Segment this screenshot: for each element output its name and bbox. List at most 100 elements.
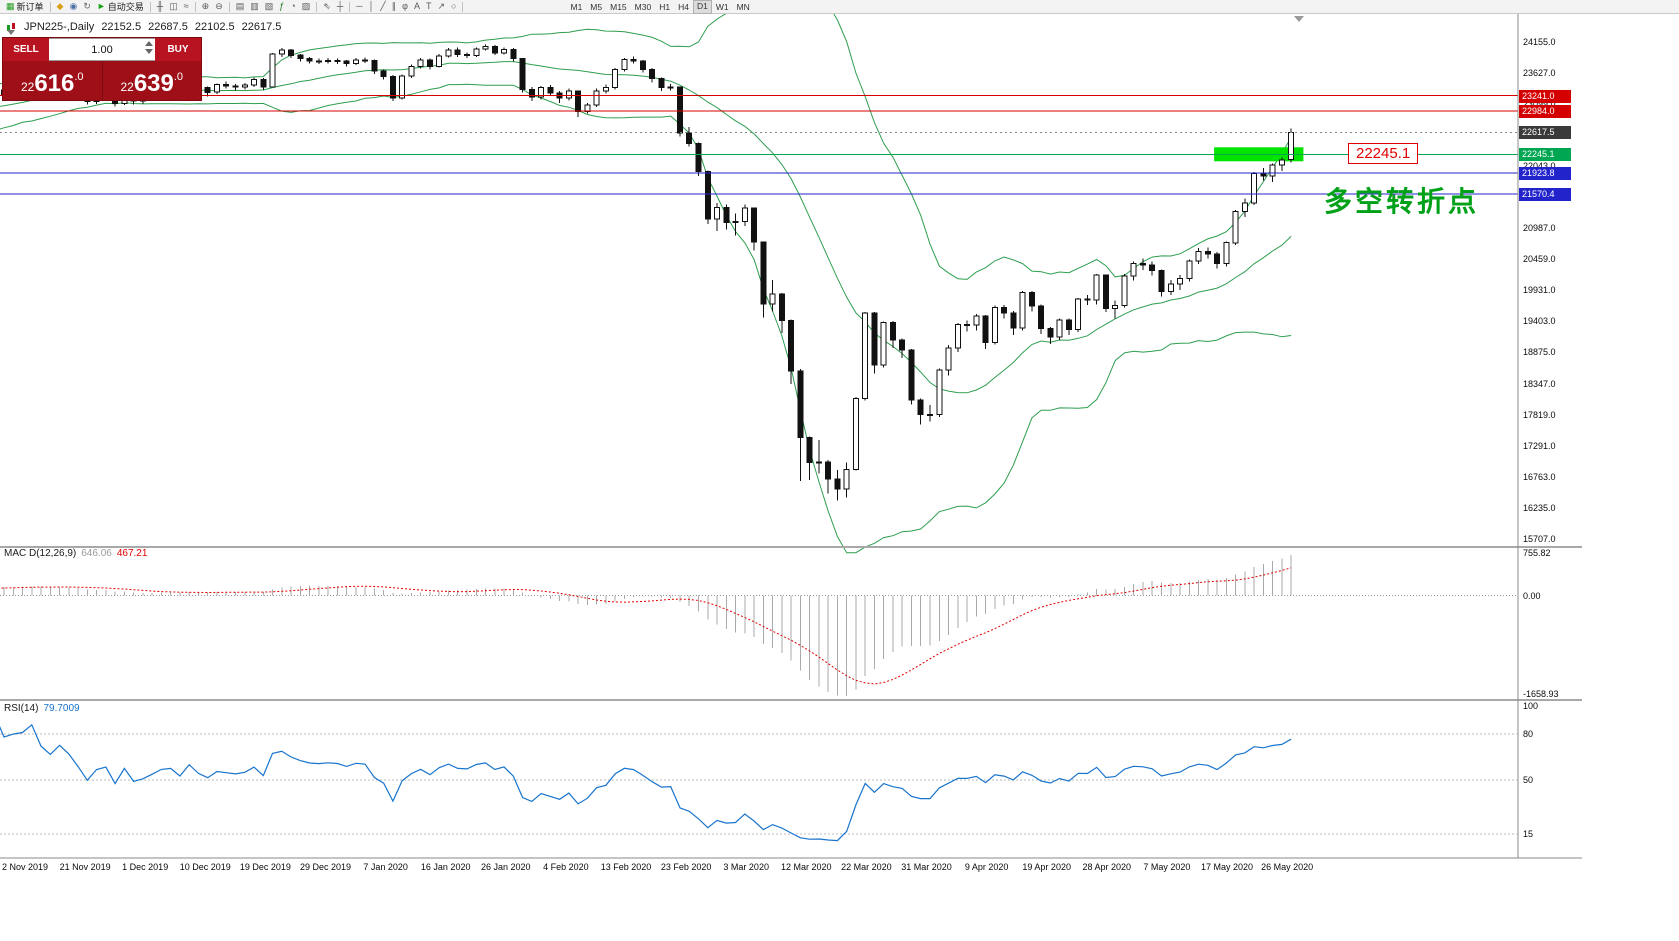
rsi-label: RSI(14) 79.7009 — [4, 703, 80, 714]
trade-panel-collapse-icon[interactable] — [7, 30, 15, 35]
volume-up-icon[interactable] — [145, 41, 153, 46]
text-icon-glyph: A — [413, 1, 420, 11]
sell-price[interactable]: 22 616.0 — [20, 70, 84, 97]
date-label: 9 Apr 2020 — [964, 862, 1009, 872]
date-label: 12 Mar 2020 — [781, 862, 832, 872]
favorites-icon[interactable]: ◆ — [54, 0, 67, 13]
text-label-icon[interactable]: T — [423, 0, 435, 13]
shapes-icon[interactable]: ○ — [448, 0, 459, 13]
price-annotation-label[interactable]: 22245.1 — [1348, 143, 1419, 164]
fibonacci-icon[interactable]: φ — [399, 0, 411, 13]
indicators-icon-glyph: ƒ — [279, 1, 285, 11]
chart-canvas[interactable] — [0, 14, 1582, 859]
toolbar-separator — [316, 1, 318, 12]
timeframe-m1[interactable]: M1 — [570, 1, 583, 12]
line-chart-icon[interactable]: ≈ — [181, 0, 192, 13]
rsi-name: RSI(14) — [4, 703, 39, 714]
fibonacci-icon-glyph: φ — [402, 1, 408, 11]
volume-down-icon[interactable] — [145, 49, 153, 54]
zoom-out-icon[interactable]: ⊖ — [212, 0, 226, 13]
date-label: 4 Feb 2020 — [543, 862, 589, 872]
chart-icon — [6, 22, 17, 33]
macd-signal-value: 467.21 — [116, 548, 148, 559]
crosshair-icon[interactable]: ┼ — [334, 0, 346, 13]
price-tag-23241.0: 23241.0 — [1519, 89, 1571, 103]
scale-label: 23099.0 — [1523, 99, 1556, 109]
candlestick-chart-icon[interactable]: ◫ — [166, 0, 181, 13]
scale-label: 19403.0 — [1523, 316, 1556, 327]
refresh-icon-glyph: ↻ — [83, 1, 91, 11]
arrange-windows-icon-glyph: ▧ — [264, 1, 274, 11]
ohlc-close: 22617.5 — [241, 21, 282, 33]
date-label: 19 Apr 2020 — [1022, 862, 1071, 872]
date-label: 16 Jan 2020 — [420, 862, 471, 872]
scale-label: 80 — [1523, 728, 1534, 739]
cascade-windows-icon[interactable]: ▥ — [247, 0, 262, 13]
line-chart-icon-glyph: ≈ — [183, 1, 189, 11]
indicators-icon[interactable]: ƒ — [276, 0, 287, 13]
sell-button[interactable]: SELL — [3, 38, 49, 61]
macd-main-value: 646.06 — [81, 548, 112, 559]
scale-label: 18347.0 — [1523, 378, 1556, 389]
timeframe-m30[interactable]: M30 — [634, 1, 652, 12]
timeframe-w1[interactable]: W1 — [715, 1, 729, 12]
buy-price[interactable]: 22 639.0 — [120, 70, 184, 97]
scale-label: 22043.0 — [1523, 161, 1556, 172]
periods-icon[interactable]: ◔ — [287, 0, 298, 13]
horizontal-line-icon-glyph: ─ — [356, 1, 363, 11]
cursor-icon[interactable]: ⇖ — [320, 0, 334, 13]
date-label: 22 Mar 2020 — [841, 862, 892, 872]
toolbar-separator — [149, 1, 151, 12]
vertical-line-icon[interactable]: │ — [366, 0, 378, 13]
templates-icon[interactable]: ▨ — [299, 0, 314, 13]
channel-icon[interactable]: ∥ — [389, 0, 400, 13]
scale-label: 50 — [1523, 775, 1534, 785]
timeframe-m15[interactable]: M15 — [610, 1, 627, 12]
new-order-button[interactable]: ▦ 新订单 — [3, 0, 47, 13]
macd-histogram — [3, 555, 1292, 696]
accounts-icon[interactable]: ◉ — [66, 0, 80, 13]
text-icon[interactable]: A — [411, 0, 423, 13]
refresh-icon[interactable]: ↻ — [80, 0, 94, 13]
chart-header: JPN225-,Daily 22152.5 22687.5 22102.5 22… — [6, 21, 281, 33]
timeframe-mn[interactable]: MN — [736, 1, 750, 12]
macd-label: MAC D(12,26,9) 646.06 467.21 — [4, 548, 147, 559]
toolbar-separator — [349, 1, 351, 12]
volume-input[interactable]: 1.00 — [49, 38, 155, 61]
favorites-icon-glyph: ◆ — [56, 1, 64, 11]
cursor-icon-glyph: ⇖ — [323, 1, 331, 11]
date-label: 10 Dec 2019 — [179, 862, 231, 872]
scale-label: 20459.0 — [1523, 254, 1556, 265]
bollinger-upper — [0, 14, 1292, 280]
current-price-tag: 22617.5 — [1519, 126, 1571, 140]
price-divider — [101, 61, 103, 100]
date-label: 21 Nov 2019 — [59, 862, 111, 872]
bollinger-middle — [0, 61, 1292, 394]
tile-windows-icon[interactable]: ▤ — [233, 0, 248, 13]
zoom-in-icon-glyph: ⊕ — [201, 1, 210, 11]
volume-value: 1.00 — [91, 43, 113, 56]
horizontal-line-icon[interactable]: ─ — [353, 0, 365, 13]
candles[interactable] — [0, 44, 1295, 501]
scale-label: 0.00 — [1523, 590, 1541, 601]
scale-label: 755.82 — [1523, 548, 1551, 558]
cascade-windows-icon-glyph: ▥ — [250, 1, 259, 11]
text-label-icon-glyph: T — [426, 1, 432, 11]
arrow-object-icon[interactable]: ↗ — [435, 0, 449, 13]
ohlc-open: 22152.5 — [101, 21, 142, 33]
timeframe-h1[interactable]: H1 — [659, 1, 671, 12]
price-tag-22245.1: 22245.1 — [1519, 148, 1571, 162]
date-label: 3 Mar 2020 — [723, 862, 769, 872]
trendline-icon[interactable]: ╱ — [377, 0, 388, 13]
autotrading-button[interactable]: ► 自动交易 — [94, 0, 147, 13]
timeframe-h4[interactable]: H4 — [678, 1, 689, 12]
timeframe-m5[interactable]: M5 — [590, 1, 603, 12]
date-label: 29 Dec 2019 — [299, 862, 352, 872]
bar-chart-icon[interactable]: ╫ — [154, 0, 166, 13]
buy-button[interactable]: BUY — [155, 38, 201, 61]
cn-annotation-text[interactable]: 多空转折点 — [1324, 186, 1480, 217]
zoom-in-icon[interactable]: ⊕ — [199, 0, 213, 13]
price-tag-21923.8: 21923.8 — [1519, 167, 1571, 181]
arrange-windows-icon[interactable]: ▧ — [262, 0, 277, 13]
timeframe-d1[interactable]: D1 — [692, 0, 712, 14]
